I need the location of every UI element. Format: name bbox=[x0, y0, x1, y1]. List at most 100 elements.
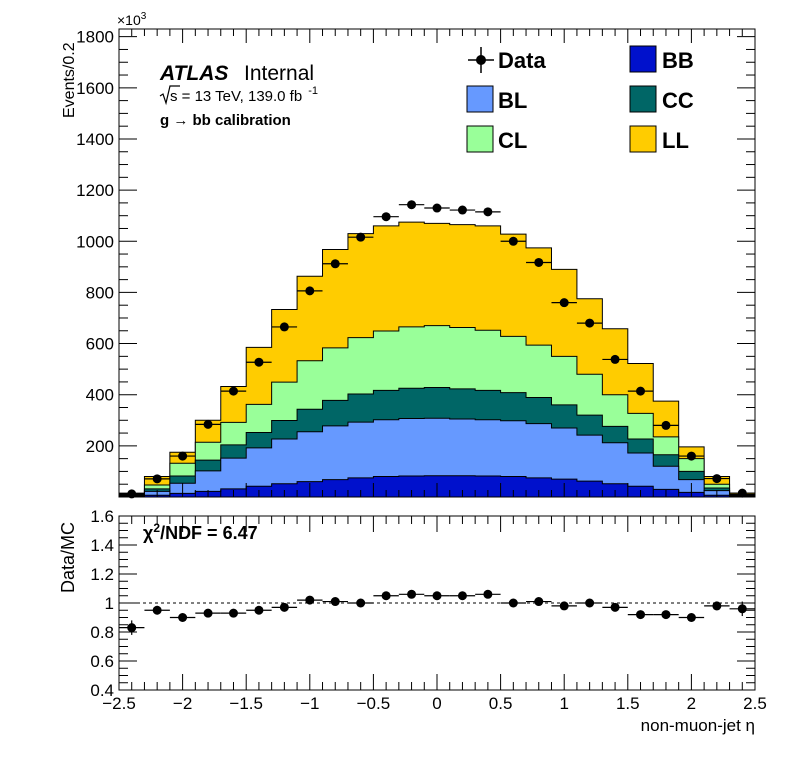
ratio-point bbox=[144, 605, 170, 615]
x-tick-label: −2 bbox=[173, 694, 192, 713]
ratio-point-marker bbox=[407, 589, 417, 599]
ratio-point bbox=[424, 591, 450, 601]
y-tick-label: 1000 bbox=[76, 232, 114, 251]
ratio-point-marker bbox=[457, 591, 467, 601]
y-tick-label: 600 bbox=[86, 335, 114, 354]
ratio-point-marker bbox=[508, 598, 518, 608]
ratio-point bbox=[602, 602, 628, 612]
data-point-marker bbox=[254, 357, 264, 367]
data-point-marker bbox=[356, 232, 366, 242]
x-tick-label: 2.5 bbox=[743, 694, 767, 713]
ratio-y-tick-label: 0.6 bbox=[90, 652, 114, 671]
svg-text:BL: BL bbox=[498, 88, 527, 113]
ratio-y-tick-label: 0.4 bbox=[90, 681, 114, 700]
ratio-point bbox=[475, 589, 501, 599]
data-point bbox=[398, 200, 425, 210]
y-tick-label: 1800 bbox=[76, 28, 114, 47]
data-point bbox=[653, 420, 679, 430]
x-tick-label: 0 bbox=[432, 694, 441, 713]
chi2-ndf-label: χ2/NDF = 6.47 bbox=[143, 521, 258, 543]
data-point-marker bbox=[407, 200, 417, 210]
ratio-point-marker bbox=[483, 589, 493, 599]
y-tick-label: 1400 bbox=[76, 130, 114, 149]
data-point-marker bbox=[483, 207, 493, 217]
ratio-point bbox=[678, 613, 705, 622]
stack-bl bbox=[118, 417, 756, 498]
x-tick-label: 0.5 bbox=[489, 694, 513, 713]
ratio-plot bbox=[118, 515, 756, 691]
ratio-point-marker bbox=[559, 601, 569, 611]
data-point-marker bbox=[661, 420, 671, 430]
x-tick-label: −1.5 bbox=[229, 694, 263, 713]
selection-label: g → bb calibration bbox=[160, 112, 291, 129]
data-point bbox=[169, 451, 196, 461]
data-point bbox=[449, 205, 476, 215]
ratio-point bbox=[169, 613, 196, 622]
main-y-axis: 200 400 600 800 1000 1200 1400 1600 1800 bbox=[76, 28, 756, 498]
data-point-marker bbox=[203, 419, 213, 429]
x-tick-label: 2 bbox=[687, 694, 696, 713]
ratio-point bbox=[220, 608, 247, 618]
ratio-point bbox=[297, 595, 323, 605]
data-point-marker bbox=[381, 212, 391, 222]
ratio-point bbox=[729, 601, 755, 617]
ratio-point bbox=[347, 598, 374, 608]
ratio-point bbox=[322, 597, 348, 607]
ratio-y-axis: 0.4 0.6 0.8 1 1.2 1.4 1.6 bbox=[90, 507, 755, 700]
legend-item-cl: CL bbox=[466, 125, 527, 153]
data-point bbox=[322, 259, 348, 269]
x-tick-label: 1 bbox=[559, 694, 568, 713]
data-point-marker bbox=[305, 286, 315, 296]
data-point bbox=[678, 451, 705, 461]
ratio-point bbox=[246, 605, 272, 615]
ratio-point bbox=[271, 602, 298, 612]
legend: Data BB BL CC CL LL bbox=[466, 45, 694, 153]
ratio-y-tick-label: 1.6 bbox=[90, 507, 114, 526]
y-tick-label: 400 bbox=[86, 386, 114, 405]
ratio-point-marker bbox=[152, 605, 162, 615]
ratio-point bbox=[704, 601, 730, 611]
legend-item-bb: BB bbox=[629, 45, 694, 73]
ratio-point bbox=[551, 601, 577, 611]
x-tick-label: −1 bbox=[300, 694, 319, 713]
y-tick-label: 800 bbox=[86, 283, 114, 302]
ratio-point bbox=[398, 589, 425, 599]
data-point-marker bbox=[534, 257, 544, 267]
data-point-marker bbox=[559, 298, 569, 308]
ratio-y-tick-label: 0.8 bbox=[90, 623, 114, 642]
ratio-point-marker bbox=[228, 608, 238, 618]
data-point bbox=[271, 322, 298, 332]
x-tick-label: −0.5 bbox=[357, 694, 391, 713]
data-point bbox=[500, 236, 527, 246]
x-axis-label: non-muon-jet η bbox=[641, 716, 755, 735]
ratio-point-marker bbox=[534, 597, 544, 607]
data-point bbox=[627, 386, 654, 396]
ratio-x-axis: −2.5 −2 −1.5 −1 −0.5 0 0.5 1 1.5 2 2.5 bbox=[102, 516, 767, 713]
ratio-point-marker bbox=[305, 595, 315, 605]
y-tick-label: 1200 bbox=[76, 181, 114, 200]
data-point-marker bbox=[686, 451, 696, 461]
data-point bbox=[373, 212, 399, 222]
data-point bbox=[424, 203, 450, 213]
legend-item-cc: CC bbox=[629, 85, 694, 113]
data-point bbox=[347, 232, 374, 242]
sqrt-s-symbol bbox=[159, 85, 180, 106]
data-point-marker bbox=[457, 205, 467, 215]
data-point bbox=[144, 474, 170, 484]
data-point bbox=[195, 419, 221, 429]
ratio-point-marker bbox=[356, 598, 366, 608]
ratio-point bbox=[449, 591, 476, 601]
main-y-axis-label: Events/0.2 bbox=[61, 42, 78, 118]
ratio-point bbox=[653, 610, 679, 620]
ratio-point-marker bbox=[330, 597, 340, 607]
data-point bbox=[297, 286, 323, 296]
data-point bbox=[475, 207, 501, 217]
data-point bbox=[246, 357, 272, 367]
data-point-marker bbox=[610, 354, 620, 364]
ratio-y-tick-label: 1.4 bbox=[90, 536, 114, 555]
ratio-point bbox=[576, 598, 603, 608]
ratio-point-marker bbox=[127, 623, 137, 633]
ratio-point-marker bbox=[712, 601, 722, 611]
data-point-marker bbox=[279, 322, 289, 332]
ratio-point-marker bbox=[661, 610, 671, 620]
